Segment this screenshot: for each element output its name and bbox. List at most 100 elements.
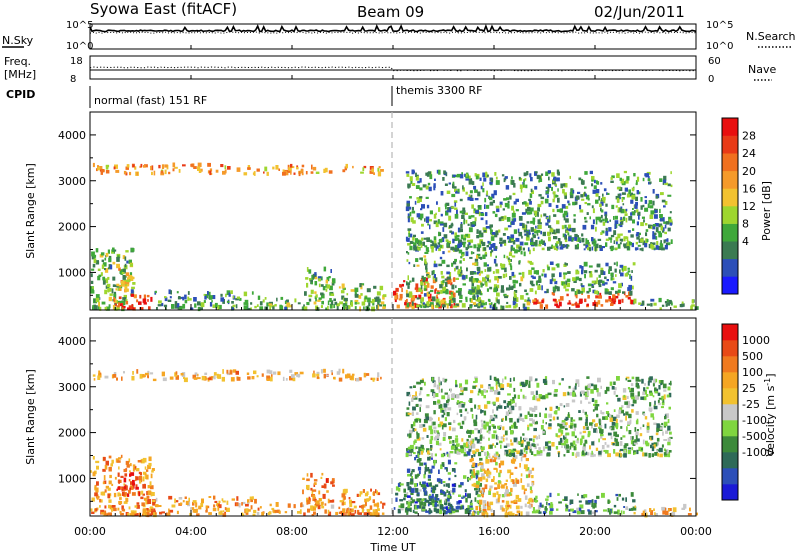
velocity-cell <box>142 476 145 482</box>
velocity-cell <box>236 503 239 506</box>
velocity-cell <box>596 429 598 434</box>
velocity-cell <box>416 498 420 503</box>
velocity-cell <box>497 484 500 489</box>
power-cell <box>197 306 201 312</box>
velocity-cell <box>395 486 399 491</box>
power-cell <box>484 253 488 257</box>
velocity-cell <box>226 500 229 505</box>
power-cell <box>552 191 556 195</box>
power-cell <box>433 260 436 265</box>
power-cell <box>581 266 584 271</box>
velocity-cell <box>257 507 260 511</box>
velocity-cell <box>481 468 486 472</box>
velocity-cell <box>376 377 379 381</box>
power-cell <box>551 172 555 177</box>
power-cell <box>431 247 434 253</box>
power-cell <box>547 184 552 188</box>
power-cell <box>462 283 466 286</box>
power-cell <box>259 306 264 311</box>
cpid-segment-2: themis 3300 RF <box>396 84 483 97</box>
power-cell <box>630 234 634 238</box>
power-cell <box>435 277 438 282</box>
power-cell <box>406 282 408 286</box>
power-cell <box>107 276 110 280</box>
power-cell <box>640 197 643 202</box>
power-cell <box>425 196 429 199</box>
velocity-cell <box>477 494 481 498</box>
power-cell <box>421 204 425 209</box>
velocity-cell <box>320 476 323 479</box>
velocity-cell <box>687 513 692 516</box>
power-cell <box>626 236 629 241</box>
velocity-cell <box>205 509 208 513</box>
velocity-cell <box>370 488 372 492</box>
velocity-cell <box>585 419 588 424</box>
velocity-cell <box>214 500 218 503</box>
velocity-cell <box>510 430 514 435</box>
velocity-cell <box>432 485 437 491</box>
velocity-cell <box>534 499 538 503</box>
power-cell <box>559 296 564 301</box>
velocity-cell <box>437 423 441 428</box>
power-cell <box>209 302 213 307</box>
velocity-cell <box>474 437 478 441</box>
power-cell <box>366 288 371 293</box>
power-cell <box>491 232 496 235</box>
power-cell <box>652 234 656 240</box>
velocity-cell <box>538 394 543 399</box>
power-cell <box>354 299 359 302</box>
power-cell <box>575 276 580 281</box>
power-cell <box>662 179 667 184</box>
power-cell <box>664 201 668 205</box>
power-cell <box>598 279 603 283</box>
velocity-cell <box>94 492 98 497</box>
velocity-cell <box>261 373 264 377</box>
power-cell <box>416 264 420 267</box>
velocity-cell <box>517 394 520 399</box>
power-cell <box>214 302 218 308</box>
velocity-cell <box>416 437 421 441</box>
velocity-cell <box>627 447 632 450</box>
power-cell <box>571 188 574 193</box>
power-cell <box>581 285 585 288</box>
velocity-cell <box>430 389 435 393</box>
velocity-cell <box>354 509 357 514</box>
velocity-cell <box>605 415 609 420</box>
velocity-cell <box>506 454 509 457</box>
power-cell <box>616 187 621 190</box>
velocity-cell <box>520 473 523 477</box>
velocity-cell <box>490 512 495 517</box>
velocity-cell <box>577 437 579 441</box>
velocity-cell <box>583 494 588 498</box>
velocity-cell <box>649 390 653 394</box>
power-cell <box>486 190 488 196</box>
velocity-colorbar-swatch <box>722 436 738 453</box>
power-cell <box>317 299 321 302</box>
velocity-cell <box>555 405 558 409</box>
power-cell <box>610 177 613 180</box>
velocity-cell <box>500 436 504 440</box>
velocity-cell <box>642 439 645 445</box>
power-cell <box>204 295 207 300</box>
time-axis: 00:00 04:00 08:00 12:00 16:00 20:00 00:00 <box>74 45 712 538</box>
velocity-cell <box>540 450 543 456</box>
power-cell <box>473 303 477 307</box>
velocity-cell <box>236 496 239 501</box>
velocity-cell <box>496 389 499 392</box>
power-cell <box>492 211 496 214</box>
velocity-cell <box>183 377 188 383</box>
power-cell <box>288 169 292 173</box>
power-cell <box>506 255 509 259</box>
velocity-cell <box>95 460 100 464</box>
power-cell <box>507 236 510 240</box>
velocity-cell <box>526 445 530 450</box>
power-cell <box>315 305 319 311</box>
velocity-cell <box>617 397 621 402</box>
power-cell <box>189 298 192 301</box>
velocity-cell <box>96 494 99 499</box>
velocity-cell <box>658 402 661 406</box>
velocity-cell <box>268 511 272 515</box>
power-cell <box>612 281 617 284</box>
velocity-cell <box>663 389 667 392</box>
velocity-cell <box>433 426 437 430</box>
